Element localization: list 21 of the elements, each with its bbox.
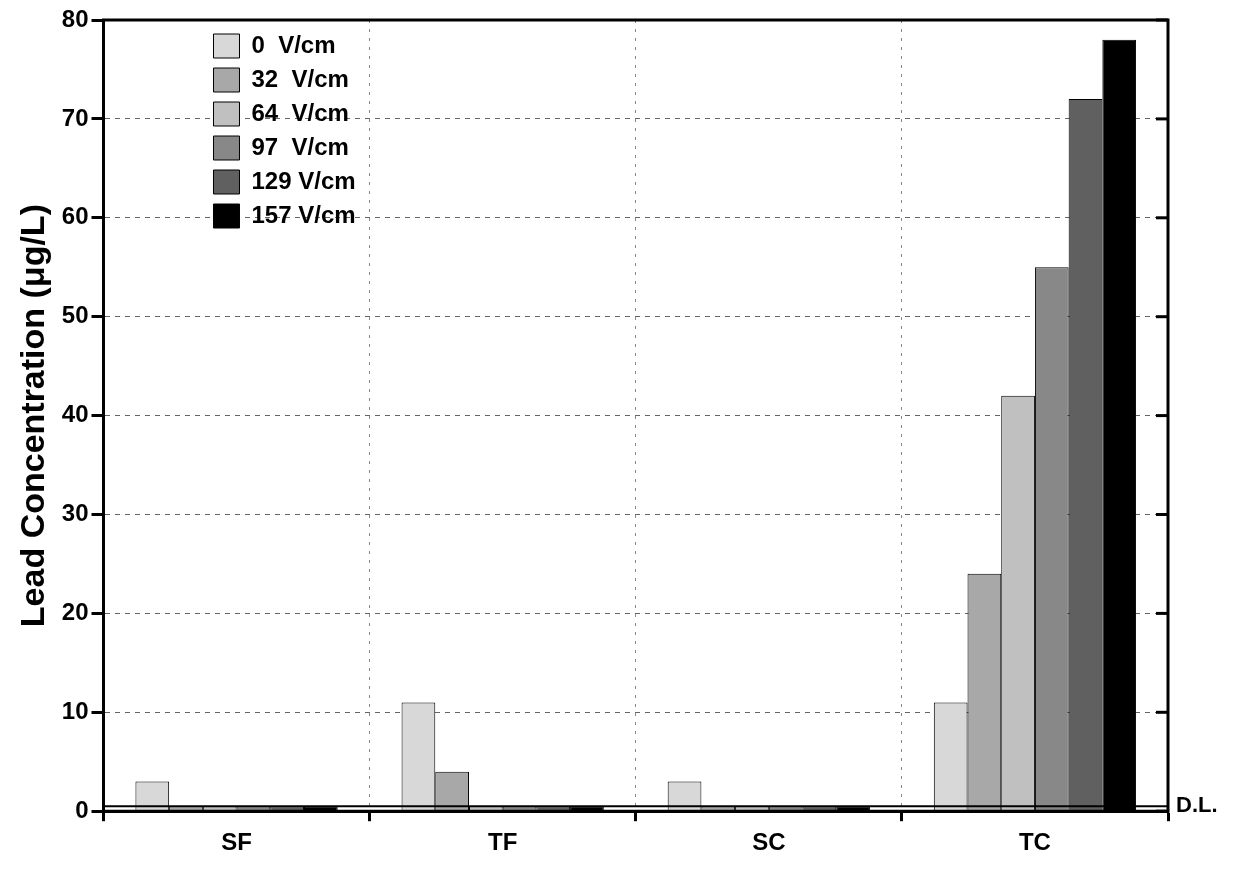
legend-label: 97 V/cm [251, 132, 349, 160]
y-axis-title: Lead Concentration (μg/L) [12, 204, 51, 628]
y-tick-label: 20 [61, 598, 89, 626]
y-tick-label: 0 [75, 795, 89, 823]
x-tick-label: SF [221, 828, 252, 856]
y-tick-label: 30 [61, 499, 89, 527]
y-tick-label: 70 [61, 103, 89, 131]
ref-line-label: D.L. [1176, 792, 1218, 818]
legend-label: 157 V/cm [251, 200, 356, 228]
x-tick-label: SC [752, 828, 786, 856]
y-tick-label: 60 [61, 202, 89, 230]
y-tick-label: 80 [61, 4, 89, 32]
legend-label: 0 V/cm [251, 30, 336, 58]
legend-label: 129 V/cm [251, 166, 356, 194]
legend-label: 32 V/cm [251, 64, 349, 92]
legend-label: 64 V/cm [251, 98, 349, 126]
x-tick-label: TF [488, 828, 518, 856]
y-tick-label: 50 [61, 301, 89, 329]
y-tick-label: 40 [61, 400, 89, 428]
y-tick-label: 10 [61, 696, 89, 724]
x-tick-label: TC [1018, 828, 1051, 856]
